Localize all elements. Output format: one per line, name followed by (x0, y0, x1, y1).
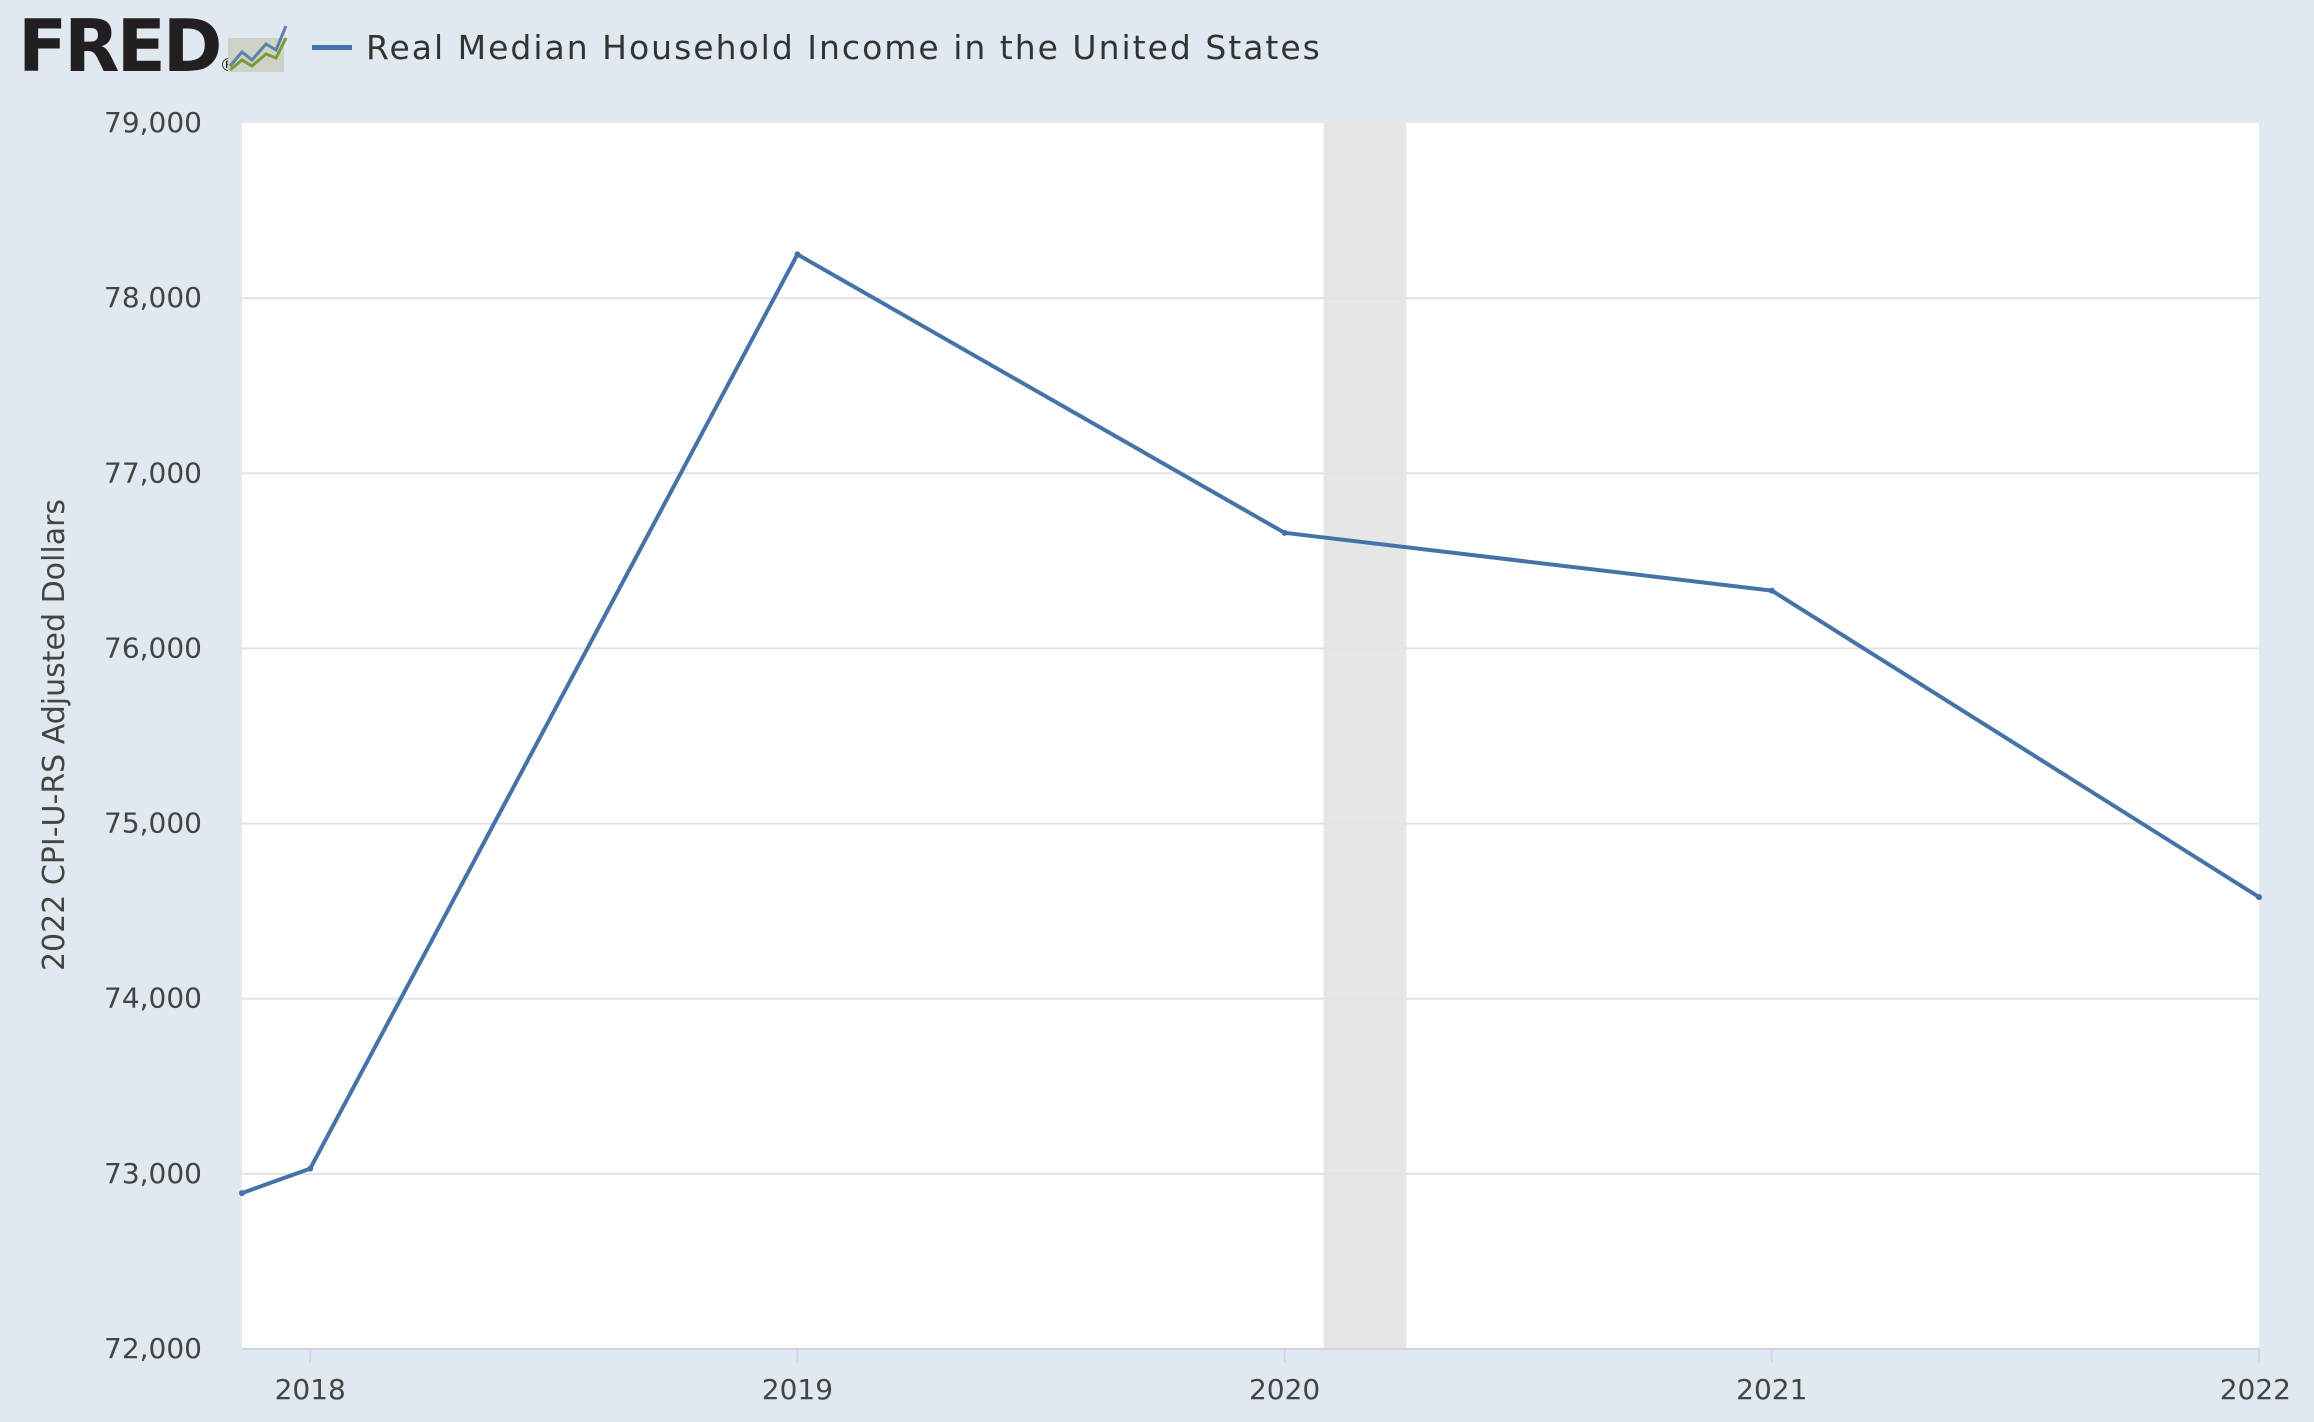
x-tick-label: 2020 (1249, 1373, 1320, 1406)
plot-background (242, 123, 2259, 1349)
y-tick-label: 79,000 (104, 106, 202, 139)
y-axis-title: 2022 CPI-U-RS Adjusted Dollars (37, 499, 72, 971)
x-tick-label: 2019 (762, 1373, 833, 1406)
series-line[interactable] (241, 252, 2261, 1195)
x-axis-ticks (309, 1349, 2260, 1363)
y-tick-label: 77,000 (104, 456, 202, 489)
y-tick-label: 75,000 (104, 807, 202, 840)
x-tick-label: 2021 (1736, 1373, 1807, 1406)
series-layer (239, 251, 2262, 1197)
data-point[interactable] (307, 1165, 314, 1172)
y-tick-label: 76,000 (104, 631, 202, 664)
line-chart-icon (228, 25, 288, 72)
y-axis-labels: 72,000 73,000 74,000 75,000 76,000 77,000 78,0… (104, 106, 202, 1365)
data-point[interactable] (239, 1190, 245, 1197)
y-tick-label: 72,000 (104, 1332, 202, 1365)
data-point[interactable] (2256, 894, 2262, 901)
chart-header: FRED® Real Median Household Income in th… (0, 0, 2314, 100)
data-point[interactable] (1281, 529, 1288, 536)
y-tick-label: 73,000 (104, 1157, 202, 1190)
y-tick-label: 78,000 (104, 281, 202, 314)
fred-logo[interactable]: FRED® (18, 6, 238, 106)
gridlines (242, 297, 2259, 1175)
recession-shading-layer (1323, 123, 1407, 1349)
data-point[interactable] (794, 251, 801, 258)
x-tick-label: 2018 (275, 1373, 346, 1406)
y-tick-label: 74,000 (104, 982, 202, 1015)
data-point[interactable] (1768, 587, 1775, 594)
recession-shading-0 (1323, 123, 1407, 1349)
legend-series-swatch (312, 45, 352, 50)
fred-logo-text: FRED (18, 4, 223, 88)
x-axis-labels: 2018 2019 2020 2021 2022 (275, 1373, 2291, 1406)
legend-series-label[interactable]: Real Median Household Income in the Unit… (366, 28, 1322, 67)
x-tick-label: 2022 (2220, 1373, 2291, 1406)
